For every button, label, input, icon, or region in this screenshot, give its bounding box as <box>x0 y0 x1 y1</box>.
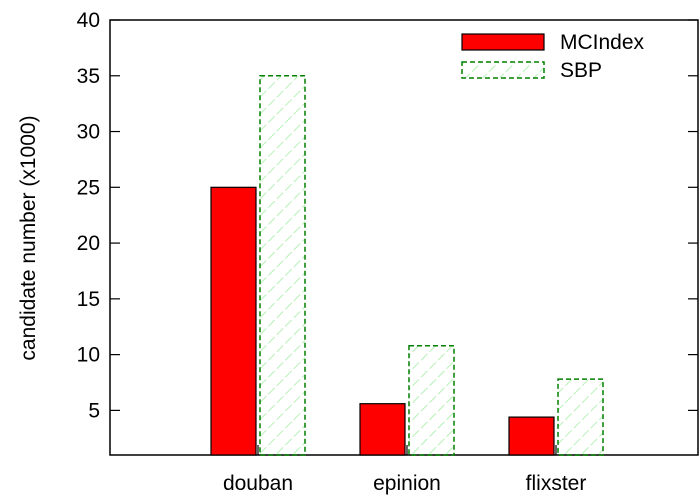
legend-label-sbp: SBP <box>560 59 602 82</box>
y-tick-label: 30 <box>77 121 100 144</box>
legend-swatch-sbp <box>461 61 545 79</box>
y-tick-label: 5 <box>88 399 100 422</box>
bar-mcindex-flixster <box>508 416 555 456</box>
x-tick-label: flixster <box>526 472 587 495</box>
plot-frame <box>109 19 699 456</box>
y-tick-label: 20 <box>77 232 100 255</box>
legend-swatch-mcindex <box>461 33 545 51</box>
x-tick-label: douban <box>223 472 293 495</box>
bar-mcindex-douban <box>210 186 257 456</box>
bar-sbp-flixster <box>557 378 604 456</box>
legend-label-mcindex: MCIndex <box>560 31 645 54</box>
y-tick-label: 25 <box>77 176 100 199</box>
x-tick-label: epinion <box>373 472 441 495</box>
legend: MCIndex SBP <box>461 31 645 82</box>
bar-sbp-epinion <box>408 344 455 456</box>
bar-sbp-douban <box>259 75 306 456</box>
bar-mcindex-epinion <box>359 403 406 456</box>
y-tick-label: 10 <box>77 344 100 367</box>
y-tick-label: 35 <box>77 65 100 88</box>
y-tick-label: 40 <box>77 9 100 32</box>
y-tick-label: 15 <box>77 288 100 311</box>
y-axis-title: candidate number (x1000) <box>17 115 40 360</box>
